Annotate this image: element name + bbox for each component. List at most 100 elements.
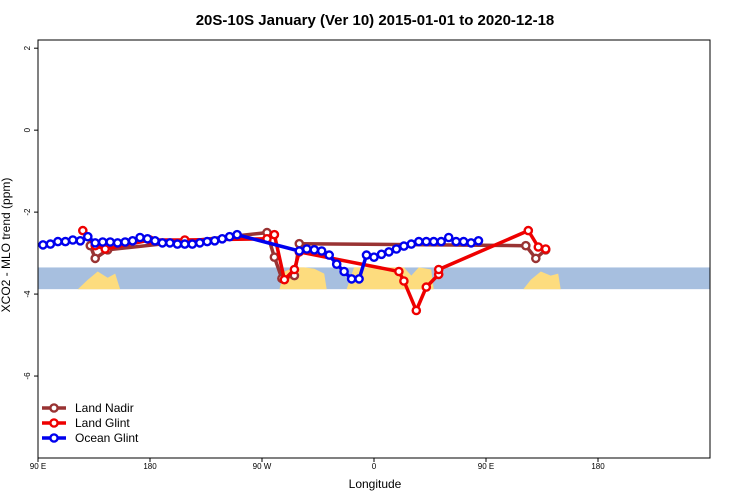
legend-swatch-marker (49, 403, 59, 413)
data-point (279, 274, 290, 285)
land-region (77, 271, 121, 290)
data-point (120, 237, 130, 247)
data-point (361, 250, 372, 260)
data-point (232, 229, 242, 240)
data-point (458, 236, 469, 247)
x-tick-label: 90 W (253, 462, 272, 471)
data-point (150, 235, 160, 246)
y-axis-label: XCO2 - MLO trend (ppm) (0, 178, 13, 313)
data-point (78, 225, 88, 236)
data-point (354, 274, 364, 284)
y-tick-label: 2 (23, 45, 32, 50)
legend-label: Land Glint (75, 416, 130, 430)
data-point (301, 244, 312, 254)
data-point (269, 252, 280, 263)
legend-item: Land Glint (42, 416, 130, 430)
legend-label: Land Nadir (75, 401, 134, 415)
data-point (394, 266, 404, 277)
data-point (187, 239, 198, 249)
x-tick-label: 180 (591, 462, 605, 471)
data-point (369, 252, 379, 263)
y-tick-label: 0 (23, 127, 32, 132)
data-point (531, 253, 541, 264)
data-point (384, 247, 394, 257)
data-point (391, 244, 402, 254)
data-point (399, 276, 409, 286)
data-point (289, 264, 300, 275)
x-axis-label: Longitude (349, 477, 402, 491)
legend-item: Land Nadir (42, 401, 134, 415)
data-point (521, 240, 531, 251)
data-point (346, 274, 357, 284)
land-ocean-band (38, 267, 710, 290)
data-point (406, 239, 417, 249)
data-point (90, 253, 100, 264)
data-point (97, 237, 108, 247)
data-point (135, 232, 145, 243)
y-tick-label: -2 (23, 208, 32, 216)
data-point (83, 231, 93, 242)
data-point (399, 241, 409, 251)
data-point (466, 238, 476, 248)
data-point (316, 246, 327, 256)
data-point (533, 242, 544, 252)
data-point (157, 238, 168, 248)
data-point (331, 259, 342, 270)
series-ocean-glint (38, 229, 484, 284)
data-point (294, 246, 305, 256)
data-point (339, 266, 349, 277)
series-layer (38, 225, 551, 316)
data-point (90, 238, 100, 248)
data-point (165, 238, 175, 248)
x-tick-label: 0 (372, 462, 377, 471)
data-point (202, 236, 212, 247)
data-point (68, 235, 78, 245)
data-point (523, 225, 534, 236)
data-point (376, 249, 387, 260)
y-axis: 2 0 -2 -4 -6 (23, 45, 38, 380)
data-point (269, 229, 280, 240)
data-point (75, 235, 86, 246)
x-tick-label: 90 E (478, 462, 494, 471)
data-point (324, 250, 335, 260)
x-tick-label: 90 E (30, 462, 46, 471)
chart-title: 20S-10S January (Ver 10) 2015-01-01 to 2… (196, 12, 555, 29)
data-point (413, 236, 424, 247)
legend-swatch-marker (49, 433, 59, 443)
data-point (112, 238, 123, 248)
data-point (443, 232, 454, 243)
data-point (309, 244, 320, 255)
data-point (194, 238, 205, 248)
y-tick-label: -4 (23, 290, 32, 298)
data-point (60, 236, 71, 247)
data-point (209, 235, 220, 246)
data-point (421, 282, 432, 292)
data-point (38, 240, 48, 250)
data-point (451, 236, 461, 247)
data-point (436, 236, 447, 247)
data-point (127, 235, 138, 246)
data-point (411, 305, 422, 316)
data-point (421, 236, 432, 247)
legend-item: Ocean Glint (42, 431, 139, 445)
x-tick-label: 180 (143, 462, 157, 471)
data-point (142, 233, 153, 244)
data-point (172, 239, 183, 249)
land-region (523, 271, 561, 290)
y-tick-label: -6 (23, 372, 32, 380)
data-point (428, 236, 439, 247)
legend-swatch-marker (49, 418, 59, 428)
data-point (179, 239, 190, 249)
data-point (433, 264, 444, 275)
data-point (540, 244, 551, 254)
land-region (346, 267, 434, 290)
plot-frame (37, 39, 711, 459)
data-point (45, 239, 56, 249)
data-point (473, 235, 484, 246)
data-point (53, 236, 63, 247)
legend-label: Ocean Glint (75, 431, 139, 445)
data-point (105, 237, 115, 247)
data-point (217, 233, 227, 244)
